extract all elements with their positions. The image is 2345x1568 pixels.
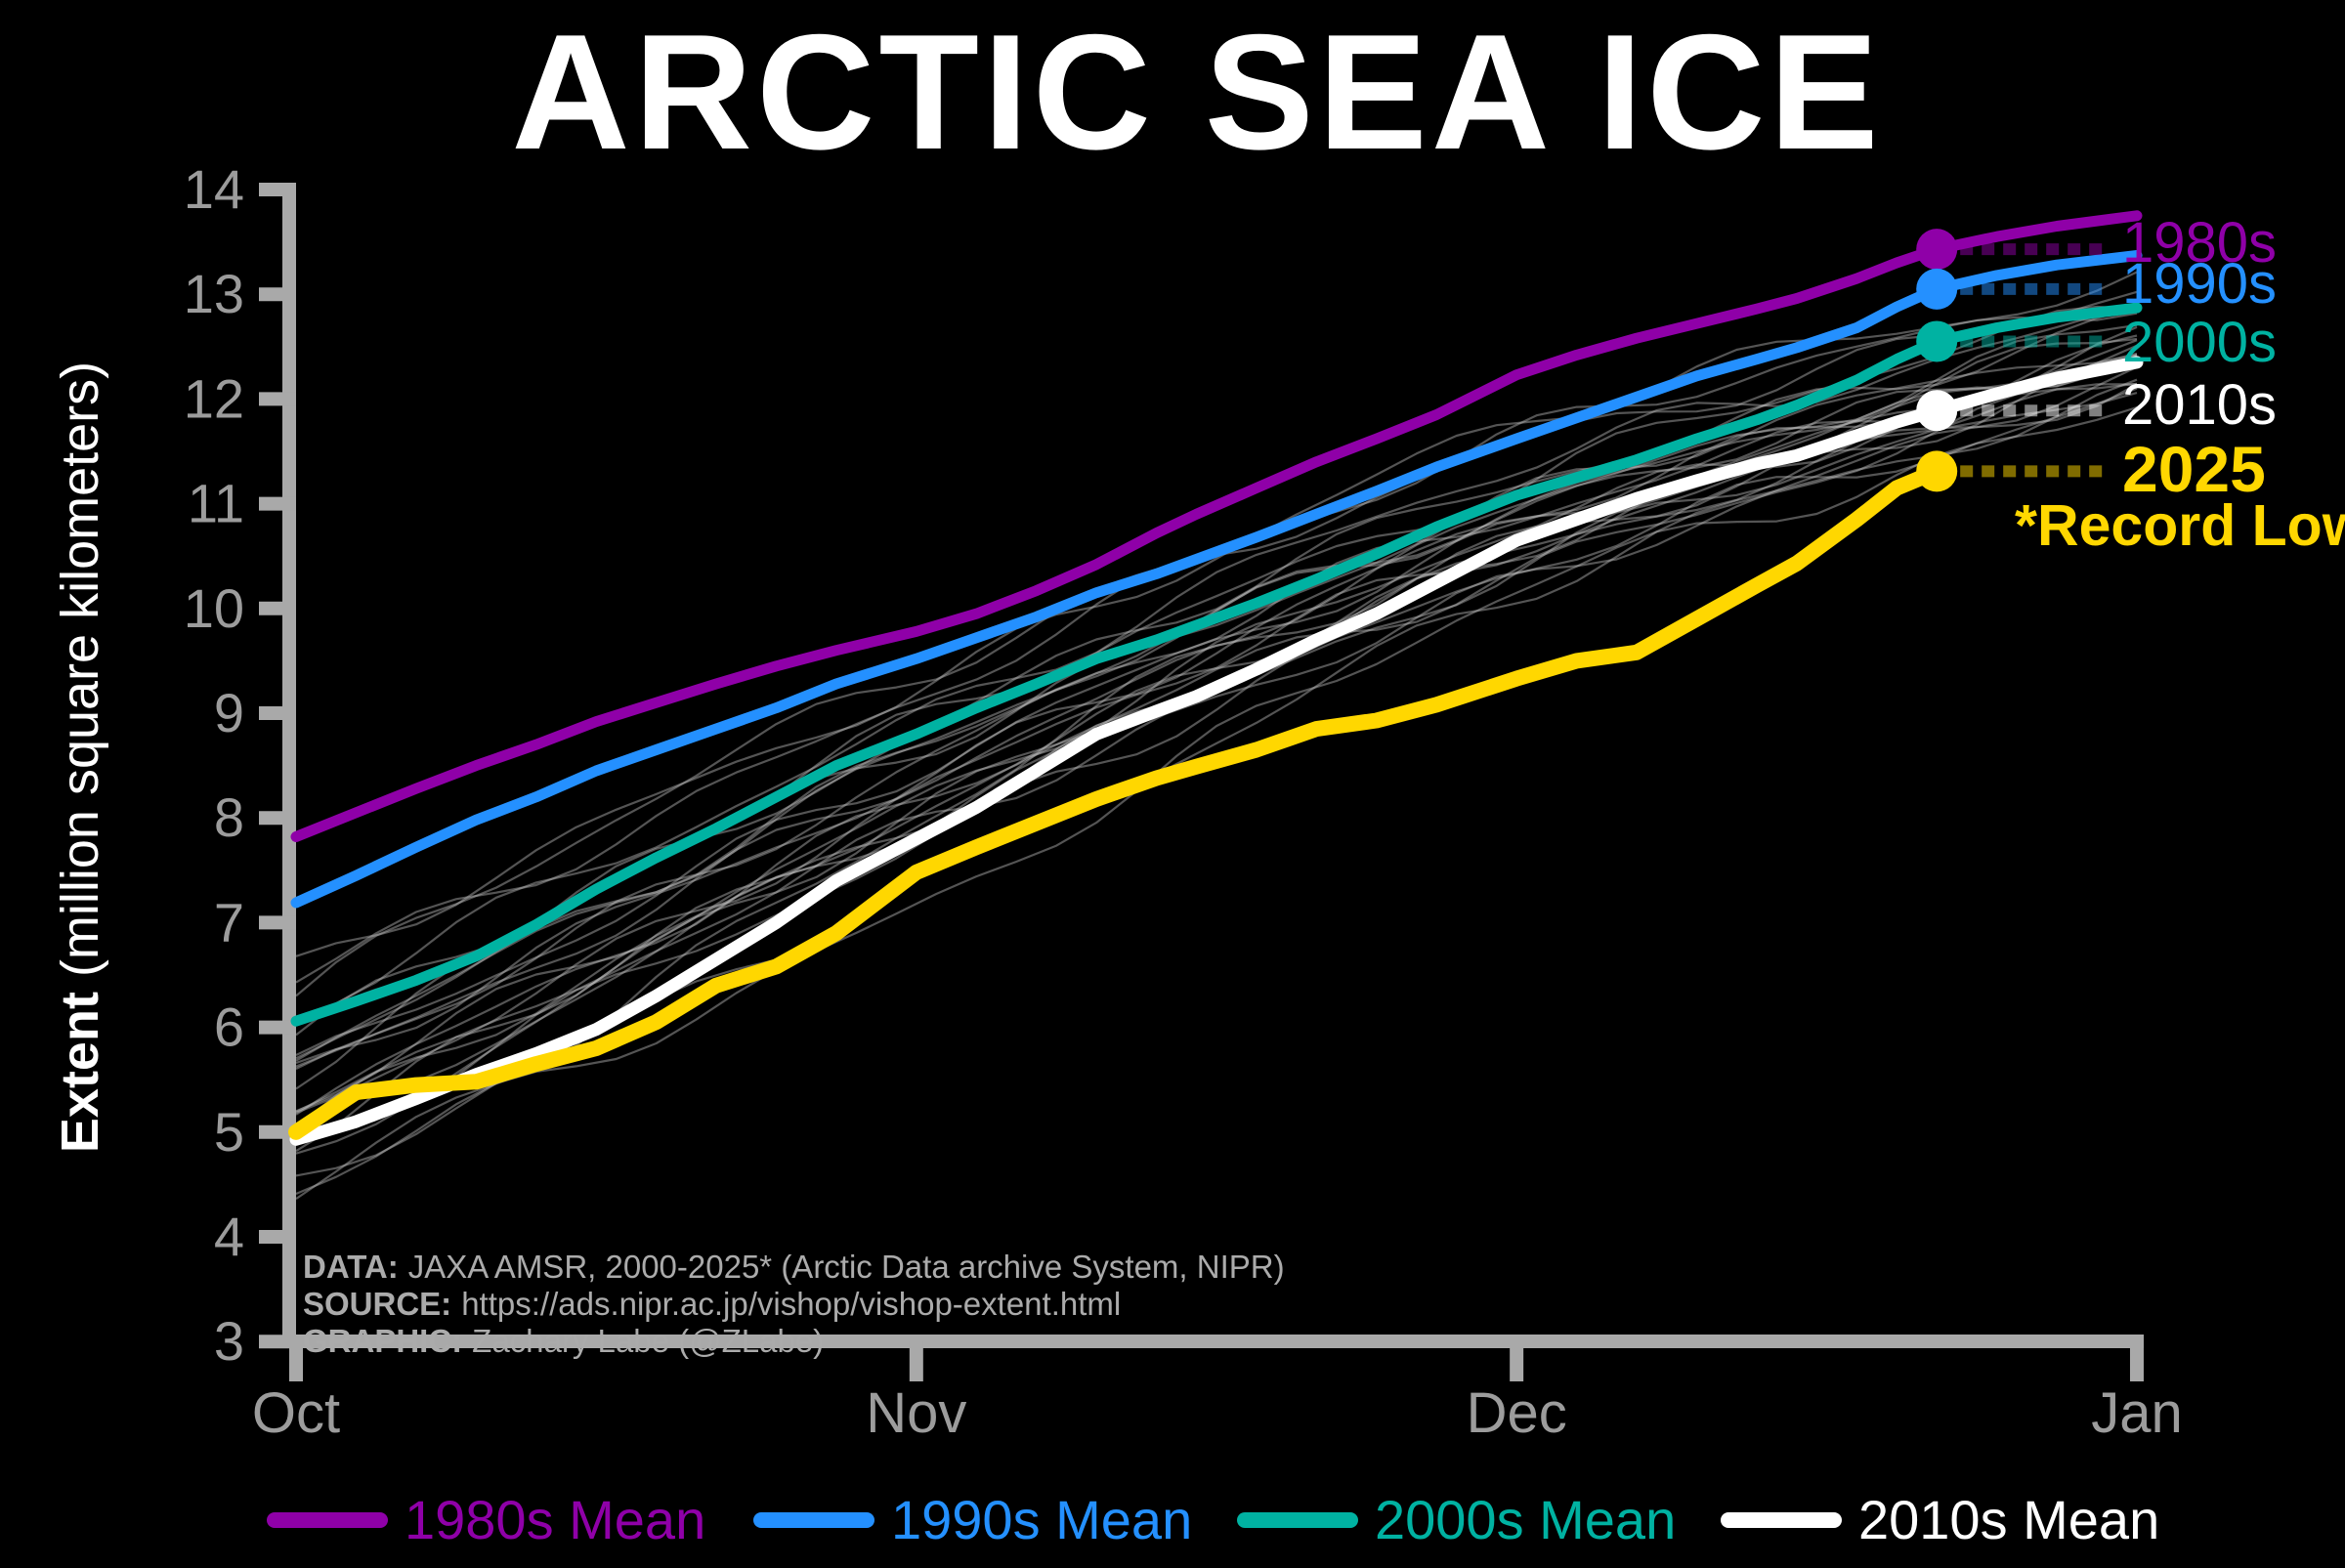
y-tick-label: 8 <box>214 786 244 848</box>
y-tick-label: 7 <box>214 891 244 953</box>
series-line-2025 <box>288 463 1945 1140</box>
graphic-line: GRAPHIC: Zachary Labe (@ZLabe) <box>303 1323 824 1359</box>
legend-label-1980s: 1980s Mean <box>405 1489 705 1550</box>
series-line-2010s <box>289 356 2144 1146</box>
year-line-2022 <box>295 354 2138 1115</box>
y-tick-label: 5 <box>214 1101 244 1163</box>
series-line-2000s <box>290 302 2143 1027</box>
legend-label-2010s: 2010s Mean <box>1858 1489 2159 1550</box>
end-markers <box>1916 229 1958 492</box>
end-dot-2010s <box>1916 390 1958 432</box>
y-tick-label: 11 <box>188 473 244 534</box>
year-line-2013 <box>295 334 2138 1068</box>
year-line-2020 <box>295 406 2138 1196</box>
y-tick-label: 4 <box>214 1206 244 1267</box>
legend-label-1990s: 1990s Mean <box>891 1489 1192 1550</box>
year-line-2005 <box>295 323 2138 1060</box>
year-line-2019 <box>295 387 2138 1141</box>
year-line-2006 <box>295 355 2138 1070</box>
year-line-2021 <box>295 365 2138 1113</box>
label-2010s: 2010s <box>2122 373 2277 437</box>
y-tick-label: 6 <box>214 996 244 1058</box>
source-text: https://ads.nipr.ac.jp/vishop/vishop-ext… <box>461 1286 1121 1322</box>
series-lines <box>288 210 2144 1146</box>
graphic-prefix: GRAPHIC: <box>303 1323 462 1359</box>
year-line-2002 <box>295 305 2138 1019</box>
label-1990s: 1990s <box>2122 252 2277 316</box>
data-text: JAXA AMSR, 2000-2025* (Arctic Data archi… <box>408 1249 1285 1285</box>
attribution: DATA: JAXA AMSR, 2000-2025* (Arctic Data … <box>303 1249 1285 1359</box>
label-1980s: 1980s <box>2122 211 2277 275</box>
y-axis-label-rest: (million square kilometers) <box>51 361 109 992</box>
end-dot-2000s <box>1916 320 1958 362</box>
y-tick-label: 9 <box>214 682 244 743</box>
y-tick-label: 10 <box>184 577 244 639</box>
graphic-text: Zachary Labe (@ZLabe) <box>472 1323 824 1359</box>
year-line-2007 <box>295 325 2138 1155</box>
legend-label-2000s: 2000s Mean <box>1375 1489 1676 1550</box>
legend: 1980s Mean 1990s Mean 2000s Mean 2010s M… <box>267 1489 2159 1550</box>
year-line-2024 <box>295 383 2138 1127</box>
label-2025: 2025 <box>2122 433 2266 505</box>
right-labels: 1980s 1990s 2000s 2010s 2025 *Record Low <box>2015 211 2345 558</box>
source-prefix: SOURCE: <box>303 1286 451 1322</box>
y-axis-label: Extent (million square kilometers) <box>51 361 109 1153</box>
y-tick-label: 3 <box>214 1310 244 1372</box>
year-line-2011 <box>295 360 2138 1113</box>
label-record-low: *Record Low <box>2015 493 2345 558</box>
series-line-1980s <box>290 210 2143 842</box>
label-2000s: 2000s <box>2122 311 2277 374</box>
chart-title: ARCTIC SEA ICE <box>511 0 1882 184</box>
x-tick-label: Jan <box>2091 1381 2183 1445</box>
end-dot-1980s <box>1916 229 1958 271</box>
year-line-2014 <box>295 337 2138 1062</box>
source-line: SOURCE: https://ads.nipr.ac.jp/vishop/vis… <box>303 1286 1121 1322</box>
y-axis-label-bold: Extent <box>51 992 109 1153</box>
year-line-2010 <box>295 344 2138 1065</box>
series-line-1990s <box>290 250 2143 909</box>
end-dot-2025 <box>1916 450 1958 492</box>
year-line-2023 <box>295 382 2138 1116</box>
y-tick-label: 13 <box>184 263 244 324</box>
leader-lines <box>1960 243 2103 478</box>
year-line-2015 <box>295 353 2138 1056</box>
x-tick-label: Dec <box>1467 1381 1567 1445</box>
x-tick-label: Nov <box>866 1381 966 1445</box>
x-tick-label: Oct <box>252 1381 340 1445</box>
data-prefix: DATA: <box>303 1249 399 1285</box>
y-tick-label: 14 <box>184 158 244 220</box>
end-dot-1990s <box>1916 268 1958 310</box>
data-line: DATA: JAXA AMSR, 2000-2025* (Arctic Data … <box>303 1249 1285 1285</box>
y-tick-label: 12 <box>184 367 244 429</box>
